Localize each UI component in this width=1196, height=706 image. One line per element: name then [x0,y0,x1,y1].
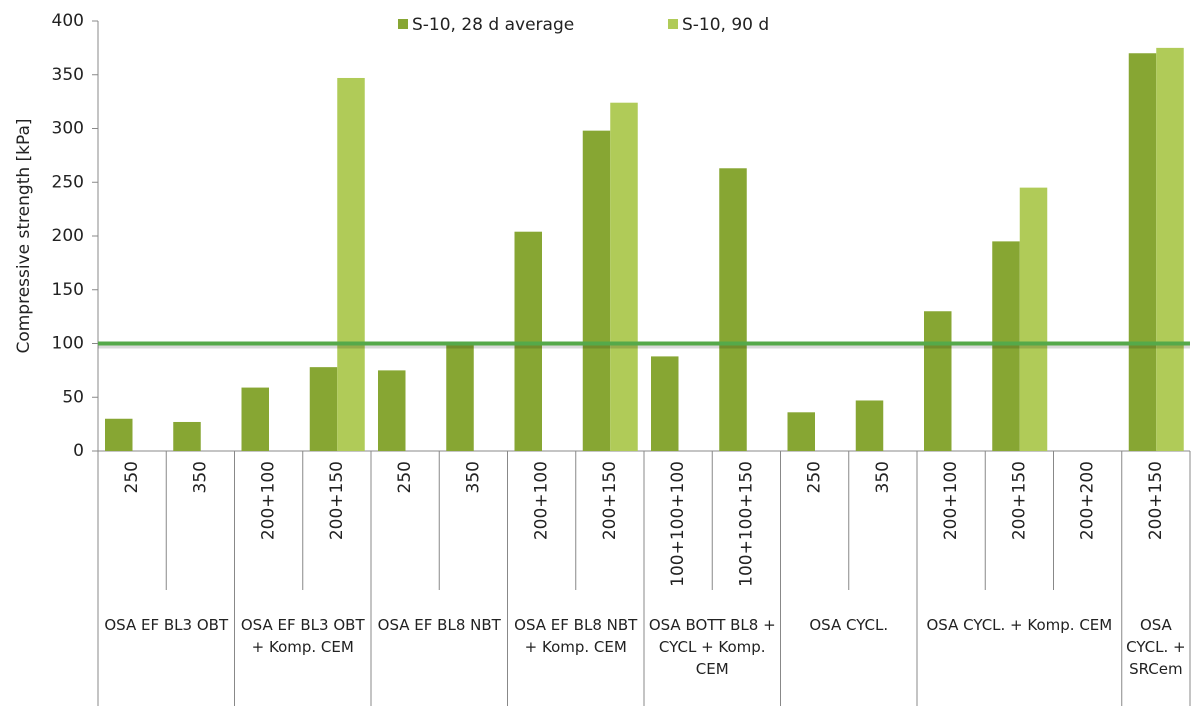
group-label: OSA CYCL. + Komp. CEM [926,616,1113,634]
y-tick-label: 400 [52,11,84,31]
y-axis-label: Compressive strength [kPa] [14,118,34,353]
bar [446,343,474,451]
y-tick-label: 0 [73,441,84,461]
group-label: OSA EF BL3 OBT [104,616,229,634]
bar [337,77,365,451]
x-tick-label: 200+150 [1146,461,1166,540]
x-tick-label: 350 [190,461,210,493]
x-tick-label: 250 [395,461,415,493]
x-tick-label: 350 [873,461,893,493]
y-tick-label: 350 [52,65,84,85]
group-label: OSA EF BL8 NBT + Komp. CEM [514,616,638,656]
x-tick-label: 250 [805,461,825,493]
bar [719,168,747,451]
x-tick-label: 100+100+100 [668,461,688,587]
bar [378,370,406,451]
bar [1128,53,1157,451]
y-tick-label: 150 [52,280,84,300]
x-tick-label: 200+200 [1078,461,1098,540]
legend-swatch [398,19,408,29]
x-tick-label: 350 [463,461,483,493]
legend-box [378,8,818,38]
bar [1156,47,1184,451]
y-tick-label: 100 [52,334,84,354]
x-tick-label: 200+100 [941,461,961,540]
legend-swatch [668,19,678,29]
group-label: OSA BOTT BL8 + CYCL + Komp. CEM [648,616,776,678]
bar [787,412,815,451]
bar [241,387,269,451]
y-tick-label: 50 [62,387,84,407]
x-tick-label: 200+100 [259,461,279,540]
x-tick-label: 100+100+150 [736,461,756,587]
bar [1019,187,1048,451]
bar [610,102,638,451]
group-label: OSA CYCL. [809,616,889,634]
x-tick-label: 200+150 [327,461,347,540]
group-label: OSA EF BL8 NBT [377,616,501,634]
bar [105,418,133,451]
legend-label: S-10, 28 d average [412,15,574,35]
legend-label: S-10, 90 d [682,15,769,35]
bar [651,356,679,451]
bar [855,400,884,451]
x-tick-label: 200+150 [1009,461,1029,540]
x-tick-label: 200+100 [532,461,552,540]
y-tick-label: 300 [52,119,84,139]
group-label: OSA EF BL3 OBT + Komp. CEM [240,616,365,656]
bar [924,311,952,451]
y-tick-label: 250 [52,172,84,192]
y-tick-label: 200 [52,226,84,246]
bar [992,241,1020,451]
bar [514,231,542,451]
x-tick-label: 250 [122,461,142,493]
bar [173,421,201,451]
bar [309,367,338,451]
group-label: OSA CYCL. + SRCem [1126,616,1186,678]
x-tick-label: 200+150 [600,461,620,540]
bar [582,130,611,451]
